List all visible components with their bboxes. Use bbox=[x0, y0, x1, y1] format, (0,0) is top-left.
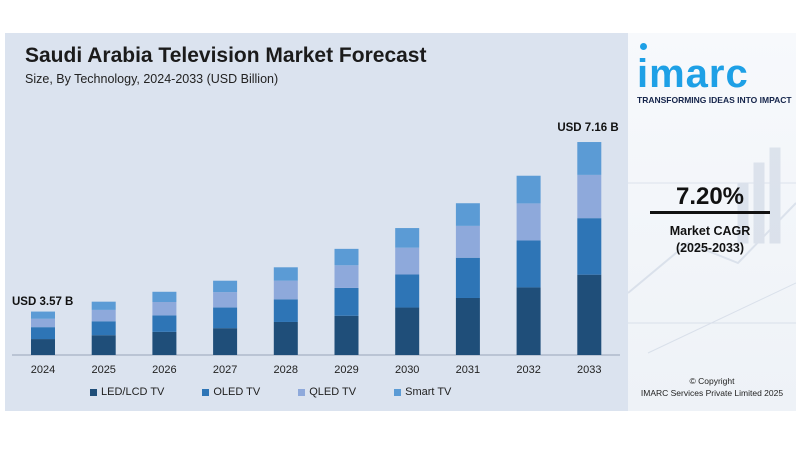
bar-segment-qled-tv-2025 bbox=[91, 309, 116, 322]
bar-segment-oled-tv-2033 bbox=[577, 218, 602, 275]
bar-segment-qled-tv-2033 bbox=[577, 174, 602, 219]
bar-segment-smart-tv-2025 bbox=[91, 301, 116, 310]
bar-segment-smart-tv-2026 bbox=[152, 291, 177, 303]
chart-title: Saudi Arabia Television Market Forecast bbox=[25, 44, 427, 67]
callout-start-value: USD 3.57 B bbox=[12, 296, 73, 308]
x-tick-label-2028: 2028 bbox=[274, 364, 298, 376]
bar-segment-smart-tv-2033 bbox=[577, 142, 602, 175]
bar-segment-smart-tv-2031 bbox=[455, 203, 480, 226]
bar-segment-smart-tv-2030 bbox=[395, 228, 420, 248]
logo-dot bbox=[640, 43, 647, 50]
bar-segment-led-lcd-tv-2024 bbox=[31, 339, 55, 355]
bar-segment-smart-tv-2029 bbox=[334, 248, 359, 266]
bar-segment-oled-tv-2032 bbox=[516, 240, 541, 288]
bar-segment-oled-tv-2028 bbox=[273, 299, 298, 322]
bar-segment-oled-tv-2030 bbox=[395, 274, 420, 308]
bar-segment-led-lcd-tv-2029 bbox=[334, 315, 359, 355]
legend-label: LED/LCD TV bbox=[101, 386, 165, 398]
bar-segment-qled-tv-2027 bbox=[213, 292, 238, 308]
bar-segment-led-lcd-tv-2031 bbox=[455, 297, 480, 355]
x-tick-label-2025: 2025 bbox=[91, 364, 115, 376]
x-tick-label-2030: 2030 bbox=[395, 364, 419, 376]
bar-segment-led-lcd-tv-2030 bbox=[395, 307, 420, 355]
bar-segment-led-lcd-tv-2026 bbox=[152, 331, 177, 355]
bar-segment-smart-tv-2024 bbox=[31, 311, 55, 319]
legend-label: Smart TV bbox=[405, 386, 452, 398]
legend-item-oled-tv: OLED TV bbox=[202, 386, 260, 398]
x-tick-label-2033: 2033 bbox=[577, 364, 601, 376]
legend-swatch bbox=[394, 388, 402, 396]
x-tick-label-2029: 2029 bbox=[334, 364, 358, 376]
bar-segment-qled-tv-2024 bbox=[31, 318, 55, 328]
cagr-label-line2: (2025-2033) bbox=[675, 241, 745, 255]
bar-segment-qled-tv-2028 bbox=[273, 280, 298, 300]
copyright: © Copyright IMARC Services Private Limit… bbox=[628, 375, 796, 399]
chart-subtitle: Size, By Technology, 2024-2033 (USD Bill… bbox=[25, 72, 279, 86]
bar-segment-oled-tv-2027 bbox=[213, 307, 238, 329]
bar-segment-led-lcd-tv-2032 bbox=[516, 287, 541, 355]
bar-segment-led-lcd-tv-2033 bbox=[577, 274, 602, 355]
x-tick-label-2024: 2024 bbox=[31, 364, 55, 376]
callout-end-value: USD 7.16 B bbox=[557, 122, 618, 134]
bar-segment-qled-tv-2031 bbox=[455, 225, 480, 258]
bar-segment-oled-tv-2025 bbox=[91, 321, 116, 336]
imarc-logo: imarc bbox=[637, 52, 749, 96]
legend-item-led-lcd-tv: LED/LCD TV bbox=[90, 386, 164, 398]
copyright-line1: © Copyright bbox=[689, 376, 735, 386]
x-tick-label-2031: 2031 bbox=[456, 364, 480, 376]
bar-segment-smart-tv-2032 bbox=[516, 175, 541, 204]
x-tick-label-2026: 2026 bbox=[152, 364, 176, 376]
copyright-line2: IMARC Services Private Limited 2025 bbox=[640, 388, 784, 398]
brand-tagline: TRANSFORMING IDEAS INTO IMPACT bbox=[637, 95, 792, 105]
cagr-value: 7.20% bbox=[675, 183, 745, 210]
bar-segment-smart-tv-2027 bbox=[213, 280, 238, 293]
legend-swatch bbox=[90, 388, 97, 396]
legend-item-smart-tv: Smart TV bbox=[394, 386, 451, 398]
legend-label: QLED TV bbox=[309, 386, 357, 398]
legend-swatch bbox=[298, 388, 306, 396]
bar-segment-oled-tv-2031 bbox=[455, 257, 480, 298]
bar-segment-qled-tv-2026 bbox=[152, 302, 177, 316]
bar-segment-qled-tv-2032 bbox=[516, 203, 541, 241]
chart-legend: LED/LCD TV OLED TV QLED TV Smart TV bbox=[90, 386, 451, 398]
legend-item-qled-tv: QLED TV bbox=[298, 386, 356, 398]
bar-segment-led-lcd-tv-2025 bbox=[91, 335, 116, 355]
x-tick-label-2027: 2027 bbox=[213, 364, 237, 376]
bar-segment-led-lcd-tv-2028 bbox=[273, 321, 298, 355]
legend-label: OLED TV bbox=[213, 386, 261, 398]
cagr-divider bbox=[650, 211, 770, 214]
bar-segment-qled-tv-2029 bbox=[334, 265, 359, 288]
cagr-label-line1: Market CAGR bbox=[669, 224, 751, 238]
cagr-label: Market CAGR (2025-2033) bbox=[650, 223, 770, 257]
bar-segment-smart-tv-2028 bbox=[273, 267, 298, 281]
bar-segment-oled-tv-2029 bbox=[334, 287, 359, 316]
x-tick-label-2032: 2032 bbox=[516, 364, 540, 376]
bar-segment-oled-tv-2026 bbox=[152, 315, 177, 332]
bar-segment-oled-tv-2024 bbox=[31, 327, 55, 340]
legend-swatch bbox=[202, 388, 210, 396]
stacked-bar-chart: 2024 2025 2026 2027 2028 2029 2030 2031 2032 2033… bbox=[12, 122, 620, 376]
bar-segment-qled-tv-2030 bbox=[395, 247, 420, 275]
bar-segment-led-lcd-tv-2027 bbox=[213, 328, 238, 355]
